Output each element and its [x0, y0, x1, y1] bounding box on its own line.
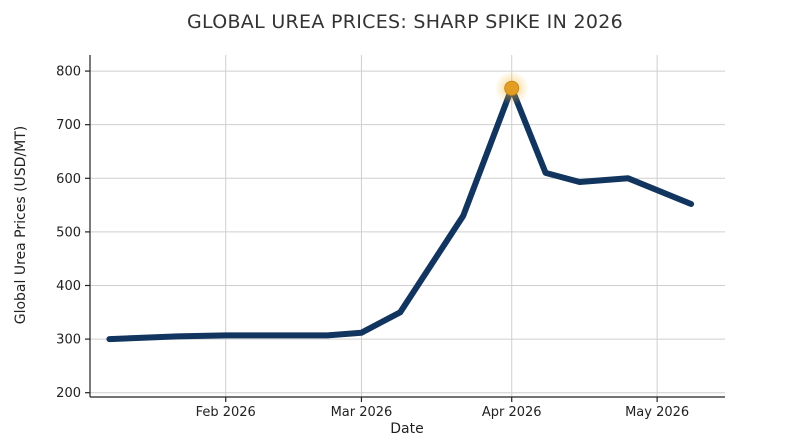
chart-title: GLOBAL UREA PRICES: SHARP SPIKE IN 2026 [187, 11, 623, 33]
axes [89, 55, 725, 398]
x-ticks: Feb 2026 Mar 2026 Apr 2026 May 2026 [196, 397, 689, 420]
highlight-group [494, 71, 529, 106]
y-tick-label: 300 [56, 333, 81, 348]
y-tick-label: 800 [56, 65, 81, 80]
x-tick-label: Feb 2026 [196, 405, 256, 420]
y-tick-label: 200 [56, 386, 81, 401]
series-group [106, 85, 695, 343]
x-tick-label: May 2026 [625, 405, 689, 420]
series-line [106, 85, 695, 343]
y-tick-label: 400 [56, 279, 81, 294]
y-tick-label: 700 [56, 118, 81, 133]
peak-marker [504, 80, 520, 96]
y-tick-label: 600 [56, 172, 81, 187]
y-tick-label: 500 [56, 225, 81, 240]
x-tick-label: Apr 2026 [482, 405, 542, 420]
y-axis-label: Global Urea Prices (USD/MT) [13, 126, 29, 325]
y-ticks: 200 300 400 500 600 700 800 [56, 65, 90, 401]
x-axis-label: Date [390, 421, 423, 437]
grid-lines [90, 55, 725, 397]
x-tick-label: Mar 2026 [331, 405, 393, 420]
